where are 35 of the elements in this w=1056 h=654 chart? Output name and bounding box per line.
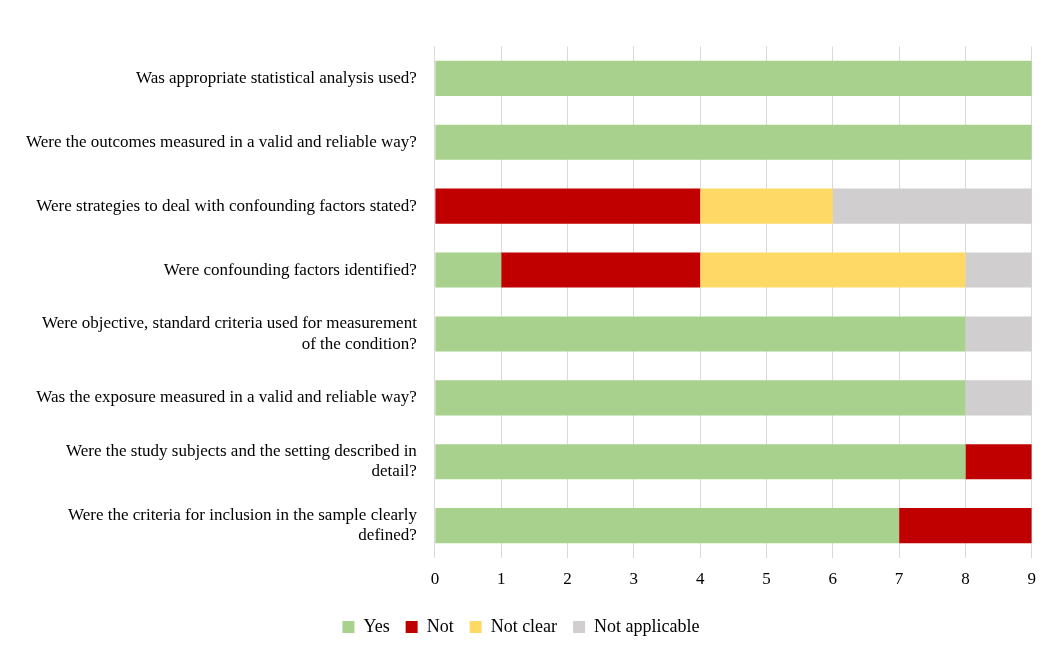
legend-label: Not xyxy=(426,615,454,636)
x-tick-label: 5 xyxy=(762,569,771,589)
bar xyxy=(965,444,1032,480)
bar xyxy=(700,188,833,224)
y-tick-label: Were the outcomes measured in a valid and reliable way? xyxy=(25,131,417,151)
x-tick-label: 7 xyxy=(894,569,904,589)
y-tick-label: Was appropriate statistical analysis used? xyxy=(135,67,417,87)
bar xyxy=(435,316,966,352)
bar xyxy=(435,60,1032,96)
y-tick-label: Were the study subjects and the setting described in detail? xyxy=(66,441,418,481)
x-tick-label: 4 xyxy=(695,569,705,589)
legend-label: Not applicable xyxy=(594,615,700,636)
x-tick-label: 8 xyxy=(961,569,970,589)
y-tick-label: Was the exposure measured in a valid and reliable way? xyxy=(36,387,417,407)
bar xyxy=(700,252,966,288)
x-tick-label: 2 xyxy=(563,569,572,589)
bar xyxy=(435,188,701,224)
y-tick-label: Were objective, standard criteria used for measurement of the condition? xyxy=(42,313,418,353)
x-tick-label: 1 xyxy=(496,569,506,589)
x-tick-label: 6 xyxy=(828,569,838,589)
bar xyxy=(435,508,900,544)
y-tick-label: Were strategies to deal with confounding factors stated? xyxy=(36,195,417,215)
legend-label: Not clear xyxy=(490,615,558,636)
bar xyxy=(435,444,966,480)
x-tick-label: 3 xyxy=(629,569,639,589)
bar xyxy=(899,508,1032,544)
bar xyxy=(435,124,1032,160)
y-tick-label: Were confounding factors identified? xyxy=(163,259,417,279)
bar xyxy=(501,252,701,288)
legend-label: Yes xyxy=(363,615,390,636)
y-tick-label: Were the criteria for inclusion in the sample clearly defined? xyxy=(68,504,418,545)
x-tick-label: 9 xyxy=(1027,569,1036,589)
bar xyxy=(435,380,966,416)
bar xyxy=(435,252,502,288)
x-tick-label: 0 xyxy=(430,569,440,589)
